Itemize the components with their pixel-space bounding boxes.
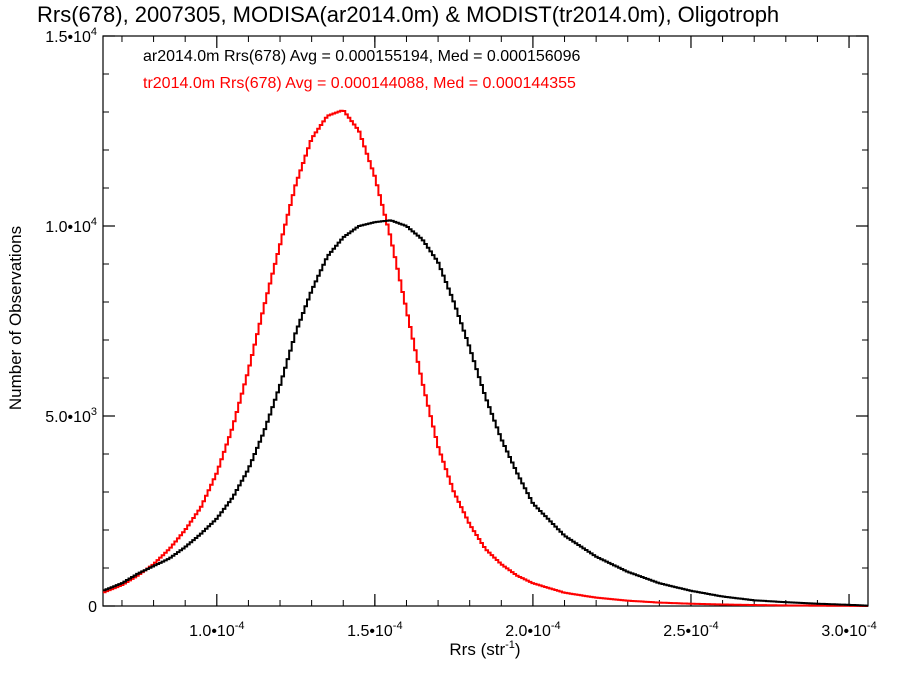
y-tick-label-mantissa: 1.5•10	[45, 29, 91, 46]
y-tick-label: 1.0•104	[45, 216, 97, 236]
legend: ar2014.0m Rrs(678) Avg = 0.000155194, Me…	[143, 48, 580, 92]
x-tick-label: 2.5•10-4	[663, 620, 718, 640]
plot-frame	[102, 35, 869, 607]
y-tick-label-exponent: 4	[91, 26, 97, 38]
x-tick-label: 1.0•10-4	[189, 620, 244, 640]
y-tick-label-mantissa: 1.0•10	[45, 219, 91, 236]
x-axis-label-end: )	[515, 640, 521, 659]
y-axis-label: Number of Observations	[6, 226, 25, 410]
axis-tick-labels: 1.0•10-4 1.5•10-4 2.0•10-4 2.5•10-4 3.0•10-4…	[45, 26, 877, 640]
y-tick-label-mantissa: 5.0•10	[45, 409, 91, 426]
x-axis-label: Rrs (str-1)	[449, 639, 520, 659]
series-line-0	[103, 219, 868, 607]
legend-entry-1: tr2014.0m Rrs(678) Avg = 0.000144088, Me…	[143, 75, 576, 92]
x-axis-label-sup: -1	[505, 639, 515, 651]
y-tick-label: 1.5•104	[45, 26, 97, 46]
y-tick-label-exponent: 4	[91, 216, 97, 228]
x-tick-label-exponent: -4	[551, 620, 561, 632]
x-tick-label-exponent: -4	[393, 620, 403, 632]
x-tick-label-mantissa: 1.0•10	[189, 623, 235, 640]
x-tick-label-exponent: -4	[709, 620, 719, 632]
series-group	[103, 109, 868, 607]
x-tick-label: 2.0•10-4	[505, 620, 560, 640]
y-tick-label-mantissa: 0	[88, 599, 97, 616]
chart-title: Rrs(678), 2007305, MODISA(ar2014.0m) & M…	[37, 2, 780, 27]
x-axis-label-main: Rrs (str	[449, 640, 505, 659]
x-tick-label-mantissa: 2.5•10	[663, 623, 709, 640]
x-tick-label-mantissa: 2.0•10	[505, 623, 551, 640]
x-tick-label-exponent: -4	[235, 620, 245, 632]
x-tick-label: 1.5•10-4	[347, 620, 402, 640]
legend-entry-0: ar2014.0m Rrs(678) Avg = 0.000155194, Me…	[143, 48, 580, 65]
y-tick-label: 0	[88, 599, 97, 616]
y-tick-label-exponent: 3	[91, 406, 97, 418]
x-tick-label-mantissa: 1.5•10	[347, 623, 393, 640]
y-tick-label: 5.0•103	[45, 406, 97, 426]
x-tick-label-mantissa: 3.0•10	[821, 623, 867, 640]
x-tick-label-exponent: -4	[867, 620, 877, 632]
x-tick-label: 3.0•10-4	[821, 620, 876, 640]
series-line-1	[103, 109, 868, 607]
axis-ticks	[103, 35, 868, 607]
